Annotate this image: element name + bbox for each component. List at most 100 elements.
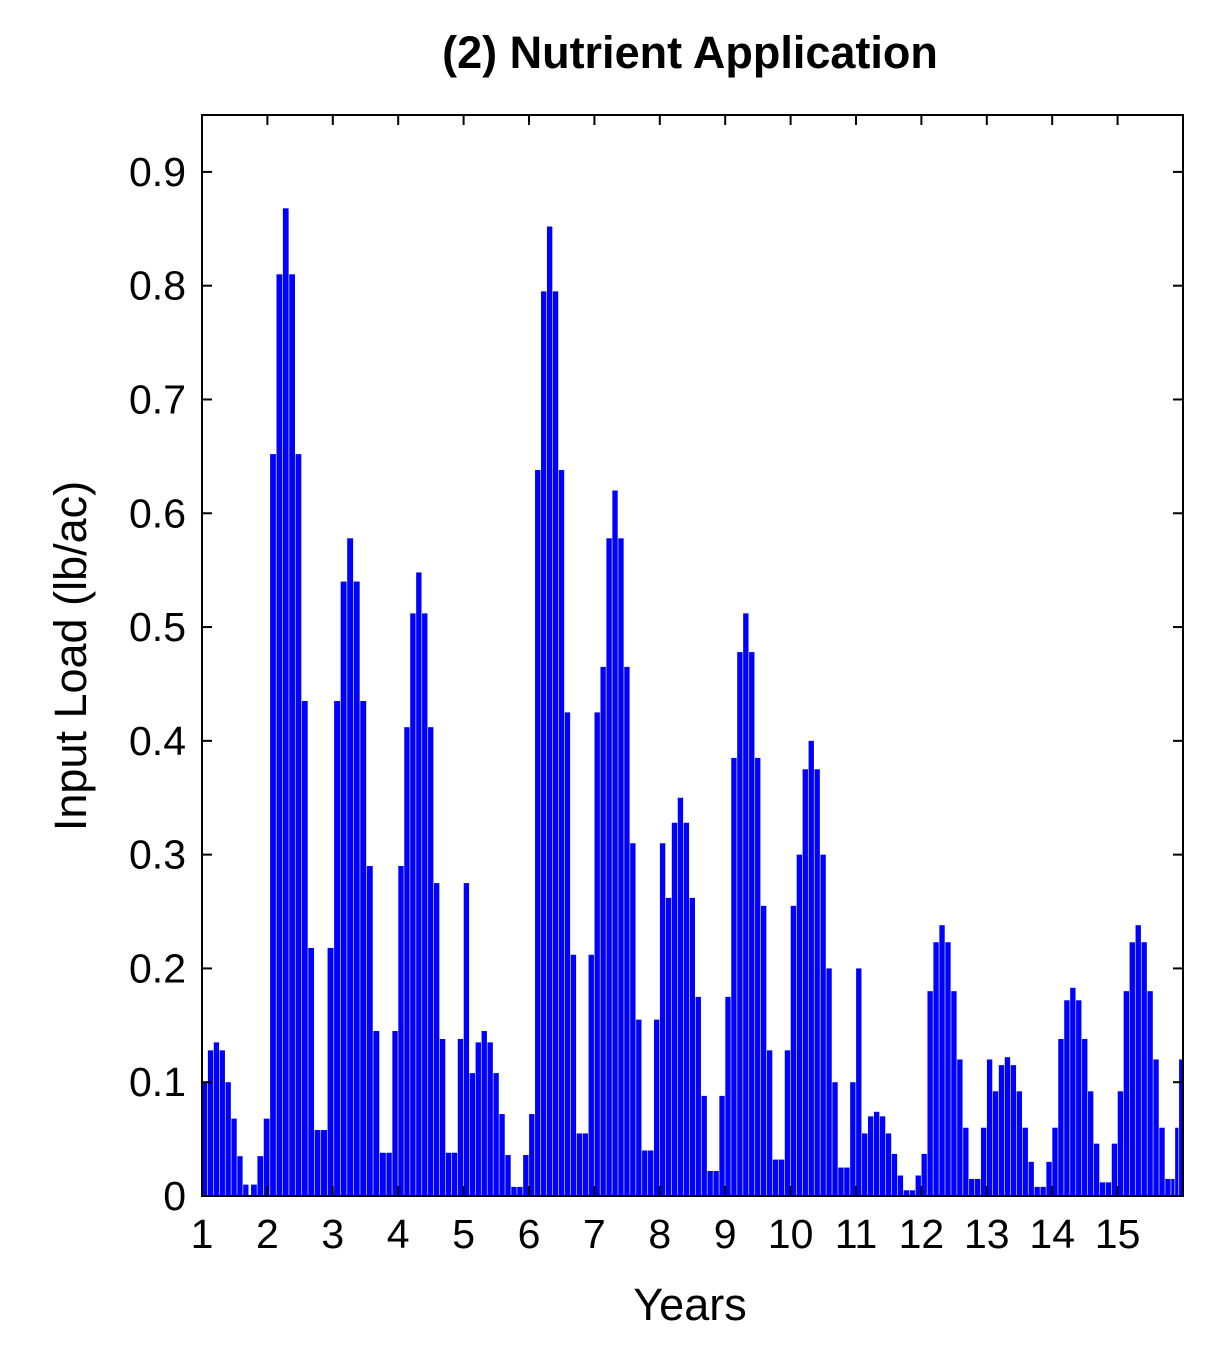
bar-year-8-1 <box>648 1150 654 1196</box>
bar-year-3-2 <box>327 947 334 1196</box>
x-tick-label: 10 <box>768 1211 814 1257</box>
bar-year-14-1 <box>1040 1186 1046 1196</box>
bar-year-9-1 <box>713 1170 719 1196</box>
bar-year-3-8 <box>366 866 373 1196</box>
x-tick-label: 14 <box>1029 1211 1075 1257</box>
bar-year-12-2 <box>915 1175 921 1196</box>
bar-year-14-11 <box>1099 1182 1106 1196</box>
bar-year-16-3 <box>1179 1059 1183 1196</box>
bar-year-5-6 <box>481 1031 487 1196</box>
bar-year-8-8 <box>689 897 695 1196</box>
bar-year-13-10 <box>1028 1161 1034 1196</box>
plot-frame <box>201 114 1184 1197</box>
bar-year-2-4 <box>270 454 276 1197</box>
x-tick-label: 4 <box>387 1211 410 1257</box>
bar-year-11-8 <box>885 1133 892 1196</box>
bar-year-4-10 <box>439 1038 446 1196</box>
bar-year-12-5 <box>933 942 939 1196</box>
y-tick-labels: 0 0.1 0.2 0.3 0.4 0.5 0.6 0.7 0.8 0.9 <box>129 149 186 1219</box>
chart-title: (2) Nutrient Application <box>442 27 938 78</box>
bar-year-14-5 <box>1064 1000 1070 1196</box>
bar-year-6-3 <box>529 1114 535 1196</box>
bar-year-5-7 <box>487 1042 493 1196</box>
bar-year-14-3 <box>1052 1127 1058 1196</box>
bar-year-9-2 <box>719 1095 725 1196</box>
bar-year-15-1 <box>1105 1182 1112 1196</box>
x-tick-label: 8 <box>648 1211 671 1257</box>
bar-year-7-9 <box>630 843 636 1196</box>
bar-year-15-5 <box>1129 942 1135 1196</box>
bar-year-2-9 <box>301 701 308 1196</box>
y-tick-label: 0.8 <box>129 263 186 309</box>
bar-year-12-10 <box>963 1127 969 1196</box>
bar-year-3-10 <box>379 1152 386 1196</box>
bar-year-4-4 <box>404 727 410 1196</box>
y-tick-label: 0.9 <box>129 149 186 195</box>
y-axis-label: Input Load (lb/ac) <box>45 481 96 831</box>
bar-year-2-6 <box>282 208 289 1196</box>
bar-year-15-6 <box>1135 925 1141 1196</box>
bar-year-15-11 <box>1165 1178 1171 1196</box>
bar-year-9-3 <box>725 996 731 1196</box>
bar-year-10-6 <box>808 740 814 1196</box>
bar-year-10-4 <box>796 854 803 1196</box>
bar-year-9-11 <box>772 1159 779 1196</box>
bar-year-9-6 <box>743 613 749 1196</box>
bar-year-11-1 <box>844 1167 850 1196</box>
bar-year-5-9 <box>499 1114 505 1196</box>
bar-year-14-9 <box>1087 1091 1094 1196</box>
bar-year-5-8 <box>493 1073 499 1196</box>
y-tick-label: 0.4 <box>129 718 186 764</box>
x-tick-label: 9 <box>714 1211 737 1257</box>
bar-year-4-5 <box>410 613 416 1196</box>
x-axis-label: Years <box>633 1279 746 1330</box>
bar-year-11-9 <box>891 1153 898 1196</box>
bar-year-2-5 <box>276 274 283 1196</box>
bar-year-1-3 <box>213 1042 220 1196</box>
bar-year-5-5 <box>475 1042 481 1196</box>
bar-year-10-2 <box>784 1050 791 1196</box>
bar-year-10-10 <box>832 1082 838 1196</box>
bar-year-9-5 <box>737 652 743 1196</box>
bar-year-15-8 <box>1147 991 1153 1196</box>
bar-year-1-2 <box>207 1050 214 1196</box>
bar-year-13-7 <box>1010 1065 1017 1196</box>
bar-year-9-7 <box>749 652 755 1196</box>
bar-year-5-11 <box>511 1186 517 1196</box>
bar-year-13-11 <box>1034 1186 1040 1196</box>
bar-year-11-4 <box>862 1133 868 1196</box>
bar-year-7-8 <box>624 666 630 1196</box>
x-tick-label: 6 <box>518 1211 541 1257</box>
x-tick-label: 1 <box>191 1211 214 1257</box>
bar-year-8-2 <box>653 1019 660 1196</box>
bar-year-14-8 <box>1082 1038 1088 1196</box>
bar-year-12-8 <box>951 991 957 1196</box>
bar-year-8-7 <box>683 822 690 1196</box>
bar-year-6-11 <box>576 1133 583 1196</box>
bar-year-14-6 <box>1070 987 1076 1196</box>
bar-year-13-5 <box>998 1065 1005 1196</box>
bar-year-13-3 <box>986 1059 993 1196</box>
bar-year-2-8 <box>295 454 302 1197</box>
bar-year-8-5 <box>671 822 678 1196</box>
bar-year-8-9 <box>695 996 701 1196</box>
bar-year-3-6 <box>353 581 360 1196</box>
bar-year-4-9 <box>433 883 440 1196</box>
bar-year-12-9 <box>957 1059 963 1196</box>
y-tick-label: 0.7 <box>129 376 186 422</box>
bar-year-9-4 <box>731 757 737 1196</box>
bar-year-11-11 <box>903 1190 910 1196</box>
bars-group <box>202 208 1183 1197</box>
bar-year-15-7 <box>1141 942 1147 1196</box>
bar-year-9-10 <box>766 1050 773 1196</box>
bar-year-12-1 <box>909 1190 915 1196</box>
bar-year-13-4 <box>992 1091 999 1196</box>
bar-year-14-10 <box>1093 1143 1100 1196</box>
bar-year-13-1 <box>975 1178 981 1196</box>
bar-year-11-5 <box>868 1116 874 1196</box>
bar-year-15-9 <box>1153 1059 1159 1196</box>
bar-year-7-6 <box>612 490 618 1196</box>
bar-year-12-3 <box>921 1153 927 1196</box>
bar-year-7-1 <box>582 1133 588 1196</box>
